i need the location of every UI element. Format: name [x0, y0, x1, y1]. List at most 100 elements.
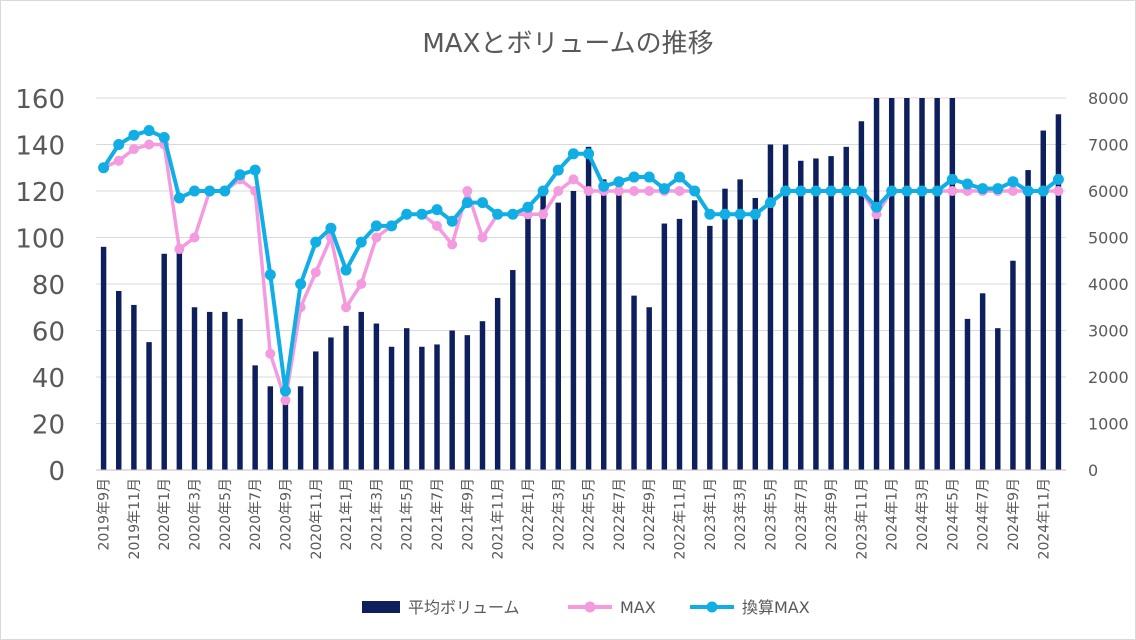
y-right-tick-label: 5000	[1088, 229, 1129, 248]
series-point	[279, 385, 291, 397]
bar	[282, 400, 289, 470]
y-left-tick-label: 140	[15, 132, 65, 162]
series-point	[719, 208, 731, 220]
series-point	[825, 185, 837, 197]
bar	[570, 191, 577, 470]
chart-title: MAXとボリュームの推移	[422, 29, 713, 59]
series-point	[280, 395, 291, 406]
series-point	[462, 186, 473, 196]
series-point	[1007, 176, 1019, 188]
series-point	[992, 183, 1004, 195]
x-tick-label: 2023年5月	[763, 478, 779, 551]
bar	[767, 144, 774, 470]
bar	[934, 98, 940, 470]
series-point	[764, 197, 776, 209]
bar	[949, 98, 956, 470]
bar	[843, 146, 849, 470]
x-tick-label: 2020年11月	[309, 478, 325, 559]
series-point	[1022, 185, 1034, 197]
bar	[313, 351, 319, 470]
bar	[964, 318, 971, 470]
bar	[616, 179, 622, 470]
series-point	[98, 162, 110, 174]
series-point	[780, 185, 792, 197]
bar	[540, 191, 546, 470]
bar	[828, 156, 834, 470]
bar	[449, 330, 455, 470]
bar	[585, 146, 592, 470]
series-point	[204, 185, 216, 197]
series-point	[219, 185, 231, 197]
bar	[904, 98, 910, 470]
x-tick-label: 2024年3月	[915, 478, 931, 551]
bar	[191, 307, 198, 470]
series-point	[128, 129, 140, 141]
series-point	[613, 186, 624, 196]
series-point	[158, 132, 170, 144]
series-point	[855, 185, 867, 197]
x-tick-label: 2024年1月	[885, 478, 901, 551]
bar	[813, 158, 819, 470]
series-point	[916, 185, 928, 197]
bar	[707, 225, 713, 470]
bar	[494, 297, 501, 470]
series-point	[234, 169, 246, 181]
y-right-tick-label: 0	[1088, 461, 1098, 480]
x-tick-label: 2021年9月	[460, 478, 476, 551]
legend-marker	[584, 601, 596, 613]
bar	[373, 323, 380, 470]
bar	[222, 311, 228, 470]
x-tick-label: 2021年7月	[430, 478, 446, 551]
series-point	[613, 176, 625, 188]
series-point	[1052, 173, 1064, 185]
series-point	[552, 164, 564, 176]
y-right-tick-label: 7000	[1088, 136, 1129, 155]
x-tick-label: 2021年5月	[400, 478, 416, 551]
legend-swatch	[362, 601, 400, 613]
bar	[646, 307, 652, 470]
y-left-tick-label: 80	[32, 271, 65, 301]
series-point	[447, 239, 458, 250]
bar	[752, 197, 759, 470]
series-point	[628, 171, 640, 183]
series-point	[355, 236, 367, 248]
series-point	[295, 278, 307, 290]
series-point	[370, 220, 382, 232]
legend-label: MAX	[620, 598, 656, 617]
series-point	[1037, 185, 1049, 197]
series-point	[734, 208, 746, 220]
bar	[100, 246, 107, 470]
x-tick-label: 2022年7月	[612, 478, 628, 551]
bar	[722, 188, 728, 471]
bar	[146, 342, 152, 470]
bar	[782, 144, 789, 470]
series-point	[249, 164, 261, 176]
series-point	[598, 180, 610, 192]
series-point	[643, 171, 655, 183]
bar	[328, 337, 334, 470]
bar	[737, 179, 743, 470]
series-point	[507, 208, 519, 220]
bar	[1010, 260, 1016, 470]
series-point	[1053, 186, 1064, 196]
bar	[343, 325, 349, 470]
series-point	[901, 185, 913, 197]
x-tick-label: 2020年3月	[188, 478, 204, 551]
bar	[267, 386, 274, 470]
series-point	[537, 185, 549, 197]
series-point	[674, 186, 685, 196]
series-point	[583, 148, 595, 160]
series-point	[113, 139, 125, 150]
series-point	[264, 269, 276, 281]
bar	[1055, 114, 1062, 471]
bar	[131, 304, 137, 470]
series-point	[174, 244, 185, 255]
series-point	[704, 208, 716, 220]
x-tick-label: 2021年11月	[491, 478, 507, 559]
x-tick-label: 2020年5月	[218, 478, 234, 551]
bar	[358, 311, 364, 470]
bar	[676, 218, 683, 470]
